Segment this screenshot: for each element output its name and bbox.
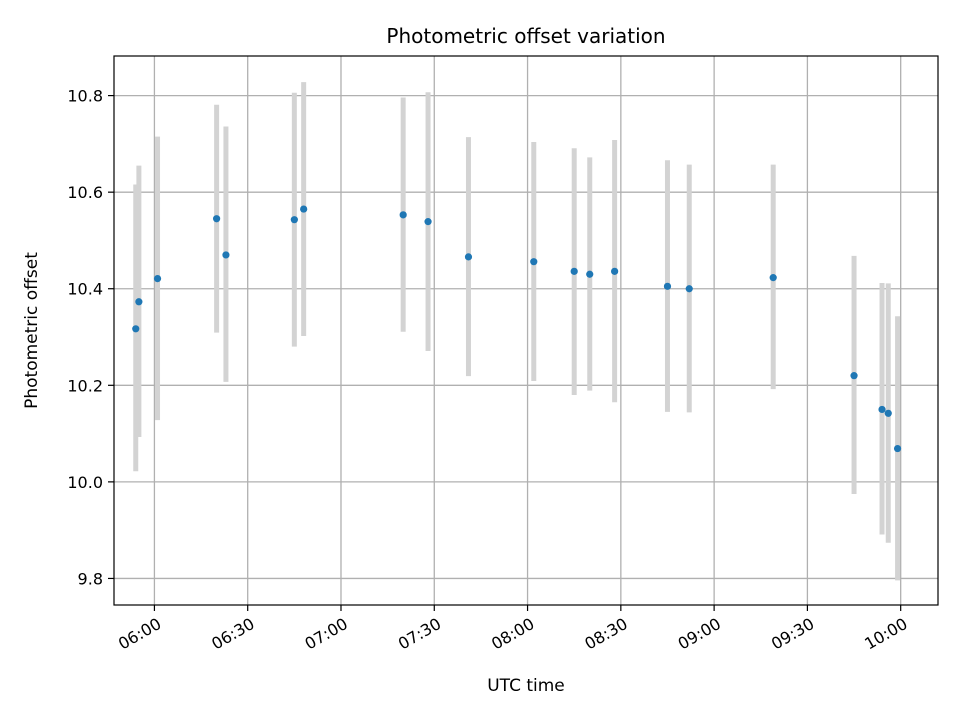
data-point — [530, 258, 538, 266]
x-tick-label: 06:30 — [208, 614, 257, 654]
y-tick-label: 10.2 — [67, 376, 103, 395]
y-axis-label: Photometric offset — [22, 252, 42, 409]
data-point — [611, 267, 619, 275]
data-point — [153, 274, 162, 283]
data-point — [685, 285, 693, 293]
data-point — [222, 251, 230, 259]
data-point — [399, 211, 407, 219]
y-tick-label: 10.4 — [67, 280, 103, 299]
data-point — [464, 253, 473, 261]
data-point — [586, 270, 594, 278]
x-axis-label: UTC time — [487, 676, 565, 696]
x-tick-label: 07:30 — [395, 614, 444, 654]
data-point — [884, 409, 892, 417]
x-tick-label: 08:30 — [581, 614, 630, 654]
data-point — [300, 205, 308, 213]
y-tick-label: 10.0 — [67, 473, 103, 492]
plot-frame — [113, 55, 939, 606]
ticks: 9.8 10.0 10.2 10.4 10.6 10.8 06:00 06:30 07:00 07… — [67, 87, 910, 654]
data-point — [290, 216, 298, 224]
grid — [114, 56, 938, 605]
y-tick-label: 9.8 — [78, 569, 103, 588]
data-point — [769, 274, 777, 282]
y-tick-label: 10.8 — [67, 87, 103, 106]
x-tick-label: 09:30 — [768, 614, 817, 654]
data-point — [878, 405, 886, 414]
x-tick-label: 09:00 — [675, 614, 724, 654]
x-tick-label: 07:00 — [302, 614, 351, 654]
y-tick-label: 10.6 — [67, 183, 103, 202]
error-bars — [133, 82, 901, 581]
chart-title: Photometric offset variation — [386, 24, 665, 48]
data-point — [663, 282, 672, 290]
data-point — [893, 444, 902, 453]
x-tick-label: 08:00 — [488, 614, 537, 654]
data-point — [213, 215, 221, 223]
x-tick-label: 06:00 — [115, 614, 164, 654]
x-tick-label: 10:00 — [861, 614, 910, 654]
data-point — [135, 298, 143, 306]
data-points — [132, 205, 902, 453]
data-point — [424, 218, 432, 226]
data-point — [850, 372, 858, 380]
data-point — [132, 325, 140, 333]
data-point — [570, 267, 578, 275]
